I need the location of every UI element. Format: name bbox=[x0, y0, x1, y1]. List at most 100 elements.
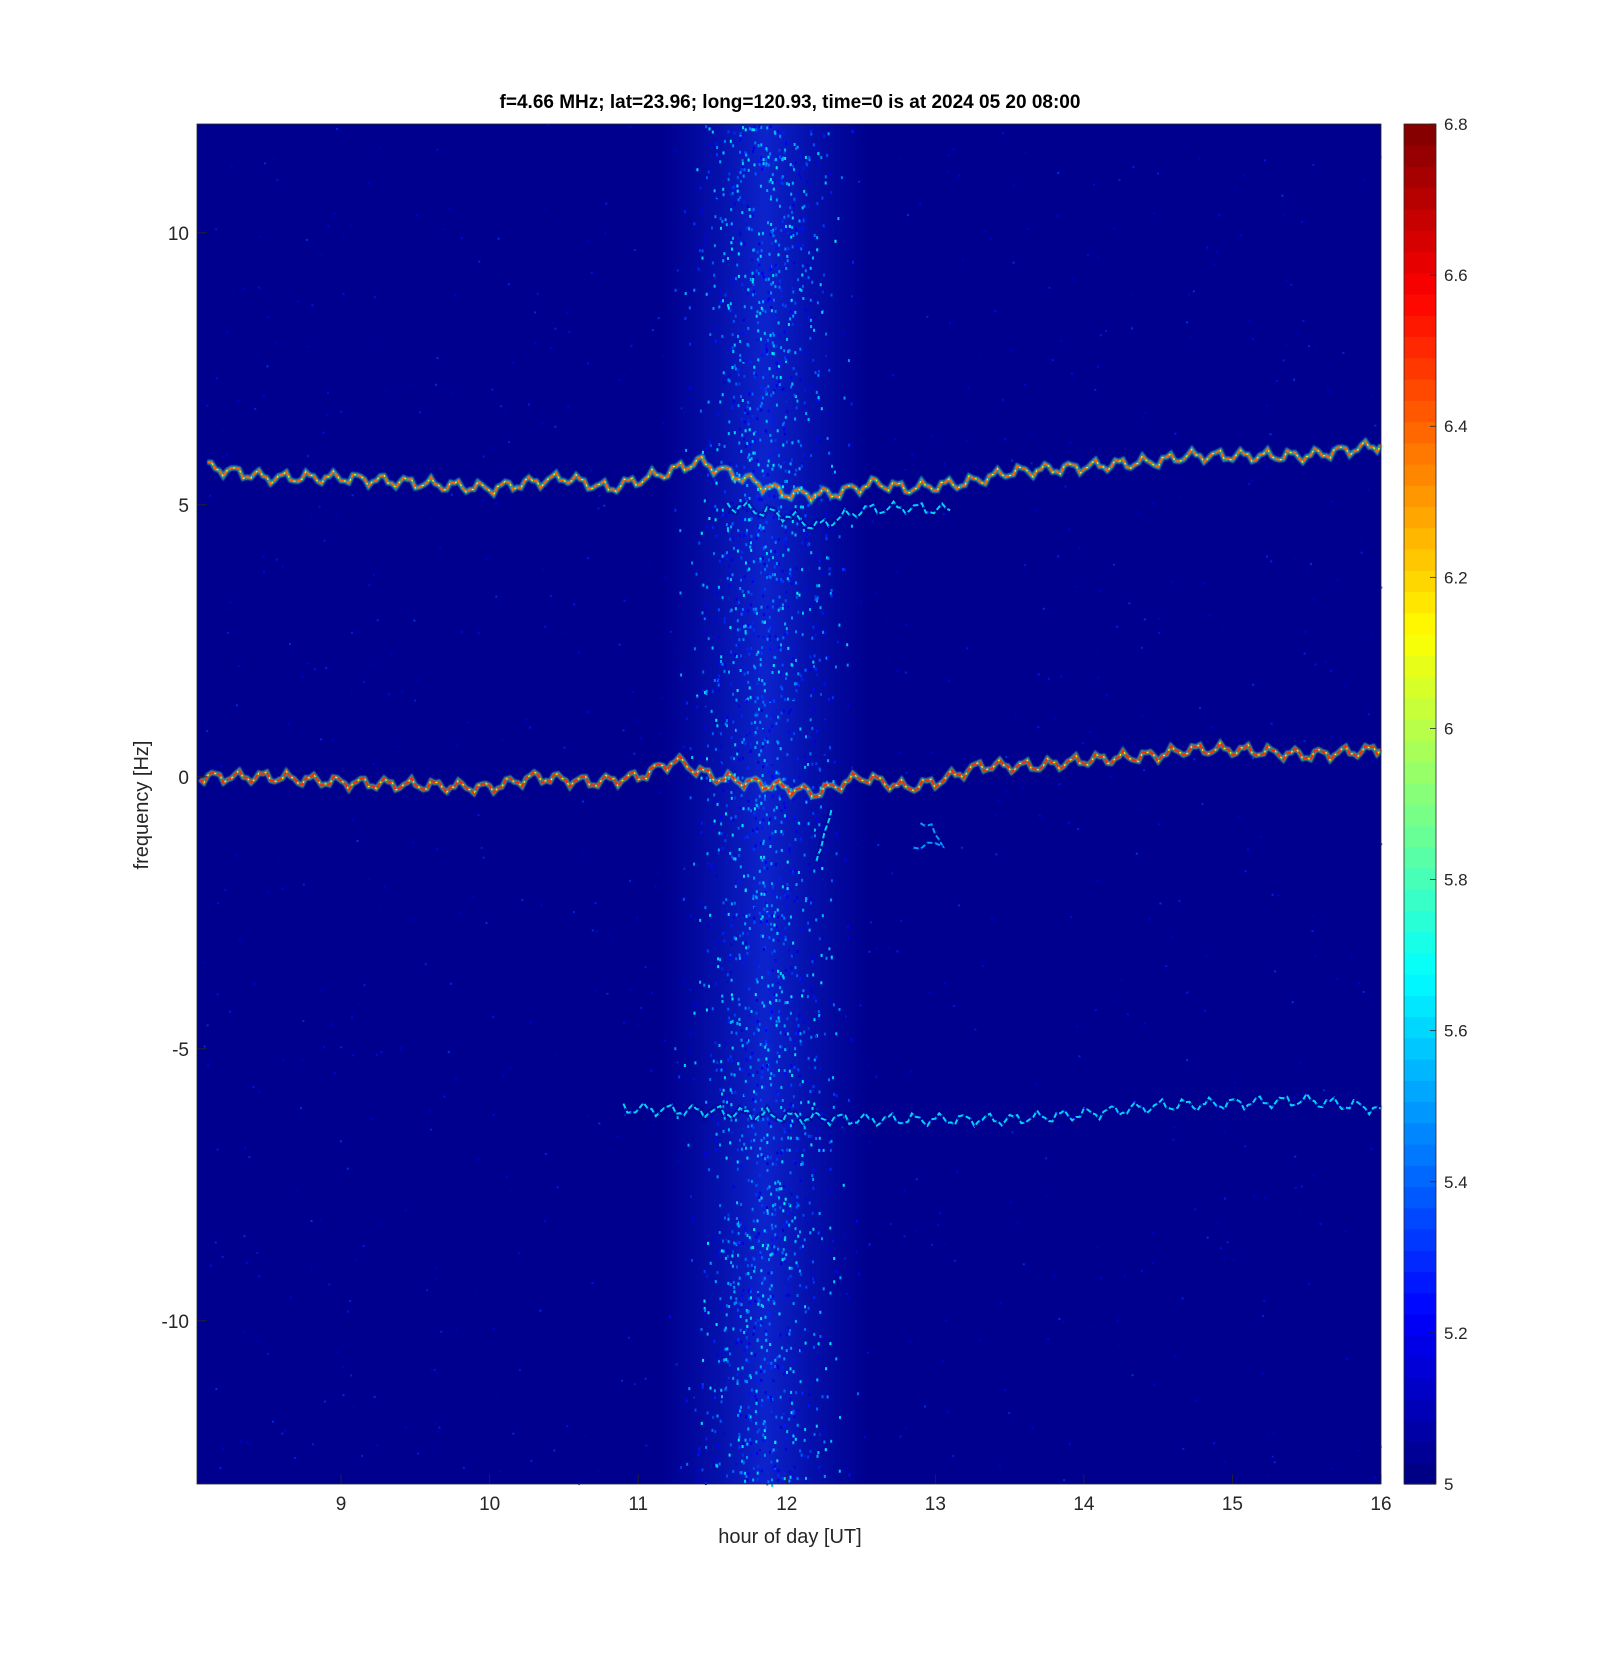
noise-speck bbox=[1158, 631, 1161, 634]
noise-speck bbox=[763, 1429, 766, 1433]
noise-speck bbox=[789, 1397, 792, 1401]
noise-speck bbox=[778, 797, 781, 801]
noise-speck bbox=[719, 1143, 721, 1147]
noise-speck bbox=[775, 1060, 778, 1064]
noise-speck bbox=[544, 1152, 547, 1155]
noise-speck bbox=[796, 1195, 799, 1199]
noise-speck bbox=[736, 1222, 739, 1226]
noise-speck bbox=[742, 359, 745, 363]
noise-speck bbox=[1314, 954, 1317, 957]
noise-speck bbox=[763, 866, 766, 870]
noise-speck bbox=[738, 1276, 741, 1280]
noise-speck bbox=[818, 658, 821, 662]
noise-speck bbox=[984, 230, 987, 233]
noise-speck bbox=[1135, 852, 1138, 855]
noise-speck bbox=[245, 1261, 248, 1264]
noise-speck bbox=[738, 806, 741, 810]
colorbar-band bbox=[1404, 825, 1436, 848]
noise-speck bbox=[757, 159, 759, 163]
noise-speck bbox=[737, 601, 740, 605]
noise-speck bbox=[826, 153, 829, 157]
noise-speck bbox=[789, 1274, 792, 1278]
noise-speck bbox=[435, 383, 437, 386]
noise-speck bbox=[813, 995, 816, 999]
noise-speck bbox=[783, 893, 786, 897]
noise-speck bbox=[717, 1444, 720, 1447]
noise-speck bbox=[1322, 1089, 1325, 1092]
noise-speck bbox=[777, 454, 780, 458]
noise-speck bbox=[756, 1019, 759, 1023]
noise-speck bbox=[704, 241, 707, 245]
noise-speck bbox=[1251, 757, 1254, 760]
noise-speck bbox=[739, 934, 742, 938]
noise-speck bbox=[544, 625, 547, 628]
noise-speck bbox=[776, 1151, 779, 1155]
noise-speck bbox=[776, 1356, 779, 1359]
noise-speck bbox=[460, 237, 463, 240]
noise-speck bbox=[755, 798, 758, 802]
noise-speck bbox=[737, 749, 740, 753]
noise-speck bbox=[777, 645, 780, 649]
noise-speck bbox=[776, 362, 779, 366]
noise-speck bbox=[751, 280, 754, 284]
noise-speck bbox=[792, 1095, 795, 1099]
noise-speck bbox=[243, 1235, 246, 1238]
noise-speck bbox=[504, 413, 507, 415]
noise-speck bbox=[769, 433, 772, 437]
noise-speck bbox=[709, 444, 712, 448]
noise-speck bbox=[1120, 979, 1123, 982]
noise-speck bbox=[764, 620, 766, 624]
noise-speck bbox=[835, 1118, 838, 1121]
noise-speck bbox=[1223, 1257, 1226, 1260]
noise-speck bbox=[777, 670, 780, 674]
noise-speck bbox=[778, 1010, 781, 1014]
noise-speck bbox=[765, 1242, 768, 1246]
noise-speck bbox=[796, 232, 798, 236]
noise-speck bbox=[847, 1098, 850, 1102]
noise-speck bbox=[783, 802, 785, 806]
noise-speck bbox=[802, 908, 805, 912]
noise-speck bbox=[783, 421, 785, 425]
noise-speck bbox=[832, 780, 835, 784]
noise-speck bbox=[829, 1167, 832, 1171]
noise-speck bbox=[803, 1438, 806, 1442]
noise-speck bbox=[1047, 677, 1050, 680]
noise-speck bbox=[823, 1428, 826, 1432]
noise-speck bbox=[740, 1163, 743, 1167]
noise-speck bbox=[802, 219, 805, 223]
noise-speck bbox=[1266, 555, 1268, 558]
noise-speck bbox=[775, 722, 778, 726]
noise-speck bbox=[727, 565, 730, 568]
noise-speck bbox=[952, 1454, 955, 1457]
noise-speck bbox=[947, 171, 950, 174]
x-tick-label: 13 bbox=[925, 1494, 946, 1515]
noise-speck bbox=[1057, 215, 1059, 217]
noise-speck bbox=[741, 1453, 744, 1457]
plot-area bbox=[196, 123, 1384, 1487]
noise-speck bbox=[1170, 936, 1173, 939]
noise-speck bbox=[748, 927, 751, 930]
noise-speck bbox=[697, 267, 700, 271]
noise-speck bbox=[843, 568, 846, 571]
noise-speck bbox=[803, 1126, 806, 1130]
noise-speck bbox=[738, 473, 741, 477]
noise-speck bbox=[771, 724, 774, 728]
noise-speck bbox=[788, 843, 791, 846]
noise-speck bbox=[704, 1309, 707, 1312]
noise-speck bbox=[732, 916, 735, 920]
noise-speck bbox=[810, 454, 812, 458]
noise-speck bbox=[783, 1224, 785, 1228]
noise-speck bbox=[745, 226, 748, 230]
noise-speck bbox=[796, 974, 799, 978]
noise-speck bbox=[765, 1026, 768, 1030]
noise-speck bbox=[1269, 433, 1272, 436]
noise-speck bbox=[1270, 560, 1273, 563]
noise-speck bbox=[499, 1470, 502, 1473]
noise-speck bbox=[784, 1447, 787, 1451]
noise-speck bbox=[838, 1469, 841, 1473]
noise-speck bbox=[757, 1239, 760, 1243]
noise-speck bbox=[781, 157, 784, 161]
noise-speck bbox=[818, 559, 821, 563]
noise-speck bbox=[342, 292, 345, 295]
noise-speck bbox=[790, 966, 793, 970]
